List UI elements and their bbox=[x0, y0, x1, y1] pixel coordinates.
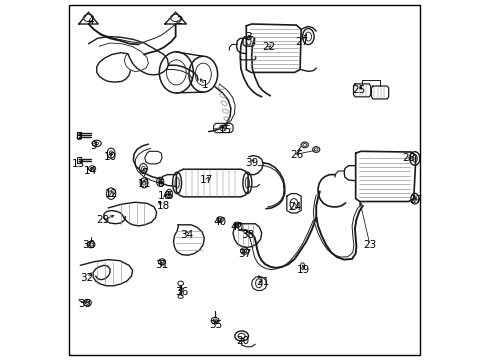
Text: 4: 4 bbox=[87, 17, 93, 27]
Text: 10: 10 bbox=[103, 152, 116, 162]
Bar bbox=[77, 157, 81, 163]
Text: 1: 1 bbox=[202, 80, 208, 90]
Text: 6: 6 bbox=[157, 179, 163, 189]
Text: 35: 35 bbox=[209, 320, 222, 330]
Text: 14: 14 bbox=[83, 166, 97, 176]
Text: 27: 27 bbox=[295, 37, 308, 47]
Text: 5: 5 bbox=[165, 191, 172, 201]
Text: 40: 40 bbox=[213, 217, 226, 227]
Text: 27: 27 bbox=[408, 195, 422, 205]
Text: 7: 7 bbox=[141, 168, 147, 178]
Text: 25: 25 bbox=[352, 85, 365, 95]
Text: 15: 15 bbox=[219, 125, 232, 135]
Text: 31: 31 bbox=[155, 260, 168, 270]
Text: 28: 28 bbox=[401, 153, 414, 163]
Text: 36: 36 bbox=[175, 287, 188, 297]
Text: 21: 21 bbox=[255, 277, 268, 287]
Text: 19: 19 bbox=[296, 265, 310, 275]
Text: 38: 38 bbox=[240, 230, 253, 239]
Text: 20: 20 bbox=[236, 336, 249, 346]
Text: 9: 9 bbox=[90, 141, 97, 151]
Text: 24: 24 bbox=[287, 202, 301, 212]
Text: 34: 34 bbox=[180, 230, 193, 239]
Text: 23: 23 bbox=[363, 240, 376, 250]
Text: 8: 8 bbox=[75, 132, 82, 142]
Text: 32: 32 bbox=[80, 273, 93, 283]
Text: 11: 11 bbox=[137, 179, 150, 189]
Text: 26: 26 bbox=[289, 150, 303, 160]
Text: 12: 12 bbox=[105, 189, 118, 199]
Text: 3: 3 bbox=[244, 32, 251, 41]
Text: 18: 18 bbox=[157, 201, 170, 211]
Text: 39: 39 bbox=[244, 158, 258, 168]
Text: 33: 33 bbox=[78, 299, 91, 309]
Text: 37: 37 bbox=[238, 248, 251, 258]
Text: 2: 2 bbox=[176, 17, 183, 27]
Text: 40: 40 bbox=[230, 222, 244, 232]
Text: 22: 22 bbox=[262, 42, 275, 52]
Bar bbox=[77, 132, 81, 138]
Text: 17: 17 bbox=[200, 175, 213, 185]
Text: 30: 30 bbox=[82, 240, 95, 250]
Text: 29: 29 bbox=[96, 215, 109, 225]
Text: 16: 16 bbox=[158, 191, 171, 201]
Text: 13: 13 bbox=[72, 159, 85, 169]
